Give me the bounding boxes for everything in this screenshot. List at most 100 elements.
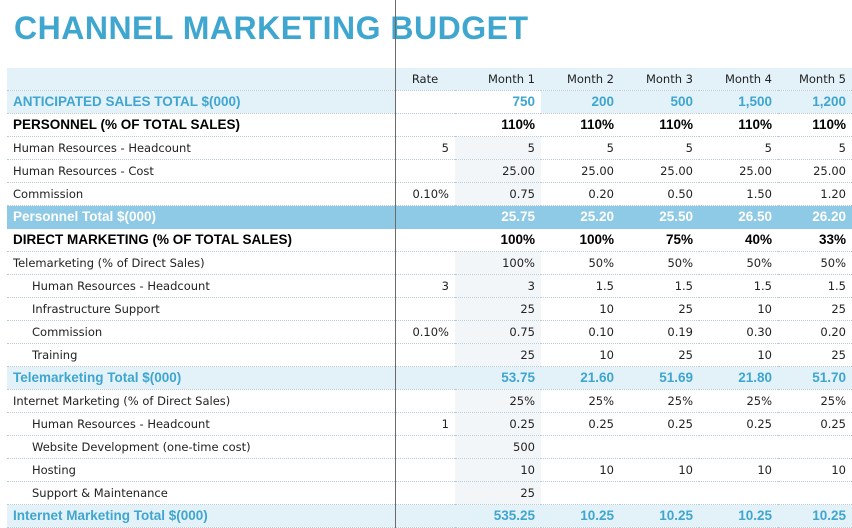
month-2-cell[interactable]: 10 — [541, 297, 620, 321]
month-1-cell[interactable]: 100% — [455, 251, 541, 275]
month-5-cell[interactable]: 26.20 — [778, 205, 852, 229]
rate-cell[interactable] — [395, 205, 455, 229]
month-5-cell[interactable]: 25 — [778, 343, 852, 367]
rate-cell[interactable] — [395, 366, 455, 390]
rate-cell[interactable] — [395, 504, 455, 528]
row-label[interactable]: Human Resources - Headcount — [7, 412, 395, 436]
rate-cell[interactable] — [395, 297, 455, 321]
month-4-cell[interactable]: 1.50 — [699, 182, 778, 206]
row-label[interactable]: Commission — [7, 320, 395, 344]
month-5-cell[interactable]: 25 — [778, 297, 852, 321]
month-4-cell[interactable]: 0.25 — [699, 412, 778, 436]
month-3-cell[interactable] — [620, 435, 699, 459]
month-5-cell[interactable]: 0.20 — [778, 320, 852, 344]
month-1-cell[interactable]: 25 — [455, 297, 541, 321]
column-header-rate[interactable]: Rate — [395, 68, 455, 91]
row-label[interactable]: Human Resources - Headcount — [7, 274, 395, 298]
row-label[interactable]: Telemarketing Total $(000) — [7, 366, 395, 390]
month-3-cell[interactable]: 5 — [620, 136, 699, 160]
row-label[interactable]: Human Resources - Headcount — [7, 136, 395, 160]
month-3-cell[interactable]: 25 — [620, 297, 699, 321]
month-1-cell[interactable]: 25.75 — [455, 205, 541, 229]
rate-cell[interactable] — [395, 113, 455, 137]
rate-cell[interactable] — [395, 90, 455, 114]
month-5-cell[interactable] — [778, 481, 852, 505]
row-label[interactable]: Telemarketing (% of Direct Sales) — [7, 251, 395, 275]
month-4-cell[interactable]: 50% — [699, 251, 778, 275]
row-label[interactable]: Website Development (one-time cost) — [7, 435, 395, 459]
month-2-cell[interactable]: 10 — [541, 343, 620, 367]
row-label[interactable]: Commission — [7, 182, 395, 206]
month-3-cell[interactable]: 500 — [620, 90, 699, 114]
month-2-cell[interactable]: 0.20 — [541, 182, 620, 206]
rate-cell[interactable]: 5 — [395, 136, 455, 160]
month-1-cell[interactable]: 25% — [455, 389, 541, 413]
month-4-cell[interactable] — [699, 435, 778, 459]
month-3-cell[interactable]: 0.19 — [620, 320, 699, 344]
month-1-cell[interactable]: 10 — [455, 458, 541, 482]
rate-cell[interactable] — [395, 343, 455, 367]
month-2-cell[interactable]: 21.60 — [541, 366, 620, 390]
month-5-cell[interactable]: 1.20 — [778, 182, 852, 206]
row-label[interactable]: Internet Marketing (% of Direct Sales) — [7, 389, 395, 413]
month-4-cell[interactable]: 21.80 — [699, 366, 778, 390]
month-1-cell[interactable]: 0.75 — [455, 320, 541, 344]
month-1-cell[interactable]: 0.25 — [455, 412, 541, 436]
month-1-cell[interactable]: 5 — [455, 136, 541, 160]
month-5-cell[interactable]: 10 — [778, 458, 852, 482]
month-5-cell[interactable]: 1.5 — [778, 274, 852, 298]
month-4-cell[interactable]: 40% — [699, 228, 778, 252]
month-2-cell[interactable]: 25.00 — [541, 159, 620, 183]
month-2-cell[interactable]: 5 — [541, 136, 620, 160]
rate-cell[interactable]: 1 — [395, 412, 455, 436]
row-label[interactable]: Internet Marketing Total $(000) — [7, 504, 395, 528]
row-label[interactable]: Human Resources - Cost — [7, 159, 395, 183]
month-1-cell[interactable]: 25 — [455, 481, 541, 505]
month-2-cell[interactable]: 110% — [541, 113, 620, 137]
month-4-cell[interactable]: 10 — [699, 297, 778, 321]
row-label[interactable]: Training — [7, 343, 395, 367]
rate-cell[interactable] — [395, 159, 455, 183]
month-1-cell[interactable]: 750 — [455, 90, 541, 114]
rate-cell[interactable] — [395, 458, 455, 482]
row-label[interactable]: ANTICIPATED SALES TOTAL $(000) — [7, 90, 395, 114]
month-3-cell[interactable]: 10.25 — [620, 504, 699, 528]
rate-cell[interactable]: 0.10% — [395, 320, 455, 344]
month-2-cell[interactable]: 10.25 — [541, 504, 620, 528]
month-4-cell[interactable]: 25.00 — [699, 159, 778, 183]
row-label[interactable]: Support & Maintenance — [7, 481, 395, 505]
month-4-cell[interactable]: 10.25 — [699, 504, 778, 528]
month-1-cell[interactable]: 500 — [455, 435, 541, 459]
row-label[interactable]: PERSONNEL (% OF TOTAL SALES) — [7, 113, 395, 137]
month-1-cell[interactable]: 25.00 — [455, 159, 541, 183]
month-1-cell[interactable]: 535.25 — [455, 504, 541, 528]
month-1-cell[interactable]: 0.75 — [455, 182, 541, 206]
column-header-month-1[interactable]: Month 1 — [455, 68, 541, 91]
month-3-cell[interactable]: 0.25 — [620, 412, 699, 436]
rate-cell[interactable] — [395, 435, 455, 459]
month-2-cell[interactable] — [541, 435, 620, 459]
month-3-cell[interactable]: 0.50 — [620, 182, 699, 206]
month-2-cell[interactable]: 25% — [541, 389, 620, 413]
month-5-cell[interactable] — [778, 435, 852, 459]
month-3-cell[interactable] — [620, 481, 699, 505]
month-1-cell[interactable]: 53.75 — [455, 366, 541, 390]
month-2-cell[interactable]: 0.25 — [541, 412, 620, 436]
month-1-cell[interactable]: 110% — [455, 113, 541, 137]
month-3-cell[interactable]: 75% — [620, 228, 699, 252]
month-1-cell[interactable]: 25 — [455, 343, 541, 367]
column-header-month-5[interactable]: Month 5 — [778, 68, 852, 91]
month-5-cell[interactable]: 51.70 — [778, 366, 852, 390]
month-4-cell[interactable]: 10 — [699, 343, 778, 367]
month-2-cell[interactable]: 0.10 — [541, 320, 620, 344]
month-3-cell[interactable]: 25% — [620, 389, 699, 413]
month-4-cell[interactable]: 1,500 — [699, 90, 778, 114]
row-label[interactable]: Hosting — [7, 458, 395, 482]
month-5-cell[interactable]: 1,200 — [778, 90, 852, 114]
month-5-cell[interactable]: 10.25 — [778, 504, 852, 528]
month-5-cell[interactable]: 5 — [778, 136, 852, 160]
month-3-cell[interactable]: 25.00 — [620, 159, 699, 183]
rate-cell[interactable] — [395, 389, 455, 413]
month-1-cell[interactable]: 100% — [455, 228, 541, 252]
rate-cell[interactable] — [395, 251, 455, 275]
